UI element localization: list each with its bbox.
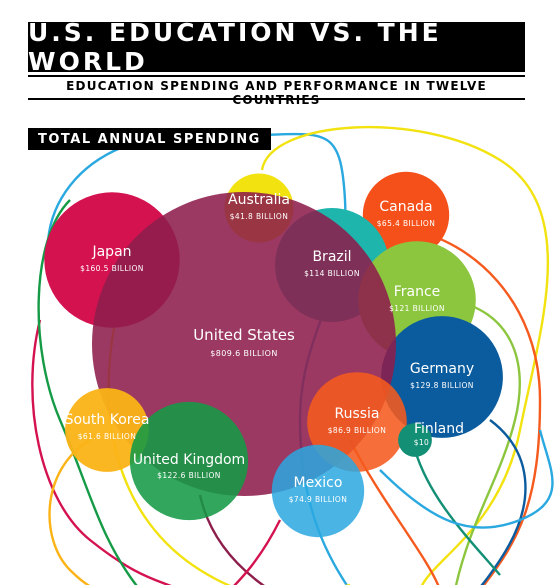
bubble-value-united-states: $809.6 BILLION <box>210 349 278 358</box>
connector-line <box>480 419 527 585</box>
bubble-value-united-kingdom: $122.6 BILLION <box>157 471 221 480</box>
bubble-label-australia: Australia <box>228 192 290 208</box>
bubble-value-mexico: $74.9 BILLION <box>289 495 348 504</box>
bubble-labels: United States $809.6 BILLION Japan $160.5 B… <box>65 192 475 504</box>
infographic-subtitle: EDUCATION SPENDING AND PERFORMANCE IN TW… <box>66 79 487 107</box>
connector-line <box>48 438 91 585</box>
bubbles <box>44 171 503 538</box>
bubble-value-canada: $65.4 BILLION <box>377 219 436 228</box>
bubble-label-united-states: United States <box>193 326 295 344</box>
bubble-label-japan: Japan <box>91 244 131 260</box>
bubble-value-finland: $10 BILLION <box>414 438 465 447</box>
bubble-value-australia: $41.8 BILLION <box>230 212 289 221</box>
bubble-label-united-kingdom: United Kingdom <box>133 452 245 468</box>
bubble-value-germany: $129.8 BILLION <box>410 381 474 390</box>
bubble-label-brazil: Brazil <box>312 249 351 265</box>
bubble-label-france: France <box>394 284 441 300</box>
bubble-united-kingdom <box>129 401 249 521</box>
bubble-finland <box>398 423 432 457</box>
bubble-value-brazil: $114 BILLION <box>304 269 360 278</box>
connector-line <box>449 298 521 585</box>
connector-line <box>379 429 554 529</box>
bubble-russia <box>307 372 407 472</box>
bubble-value-russia: $86.9 BILLION <box>328 426 387 435</box>
subtitle-rule-bottom <box>28 98 525 100</box>
bubble-south-korea <box>65 388 149 472</box>
bubble-label-germany: Germany <box>410 361 474 377</box>
infographic-title: U.S. EDUCATION VS. THE WORLD <box>28 18 525 76</box>
connector-line <box>413 449 501 576</box>
bubble-value-south-korea: $61.6 BILLION <box>78 432 137 441</box>
bubble-label-finland: Finland <box>414 421 464 437</box>
connector-line <box>233 519 282 585</box>
title-rule-top <box>28 75 525 77</box>
bubble-germany <box>381 316 503 438</box>
bubble-label-russia: Russia <box>334 406 379 422</box>
bubble-value-france: $121 BILLION <box>389 304 445 313</box>
bubble-mexico <box>271 444 365 538</box>
bubble-label-south-korea: South Korea <box>65 412 150 428</box>
connector-line <box>31 319 172 585</box>
connector-line <box>409 228 542 585</box>
bubble-value-japan: $160.5 BILLION <box>80 264 144 273</box>
bubble-label-mexico: Mexico <box>294 475 343 491</box>
bubble-canada <box>362 171 450 259</box>
section-label: TOTAL ANNUAL SPENDING <box>28 128 271 150</box>
bubble-label-canada: Canada <box>379 199 432 215</box>
